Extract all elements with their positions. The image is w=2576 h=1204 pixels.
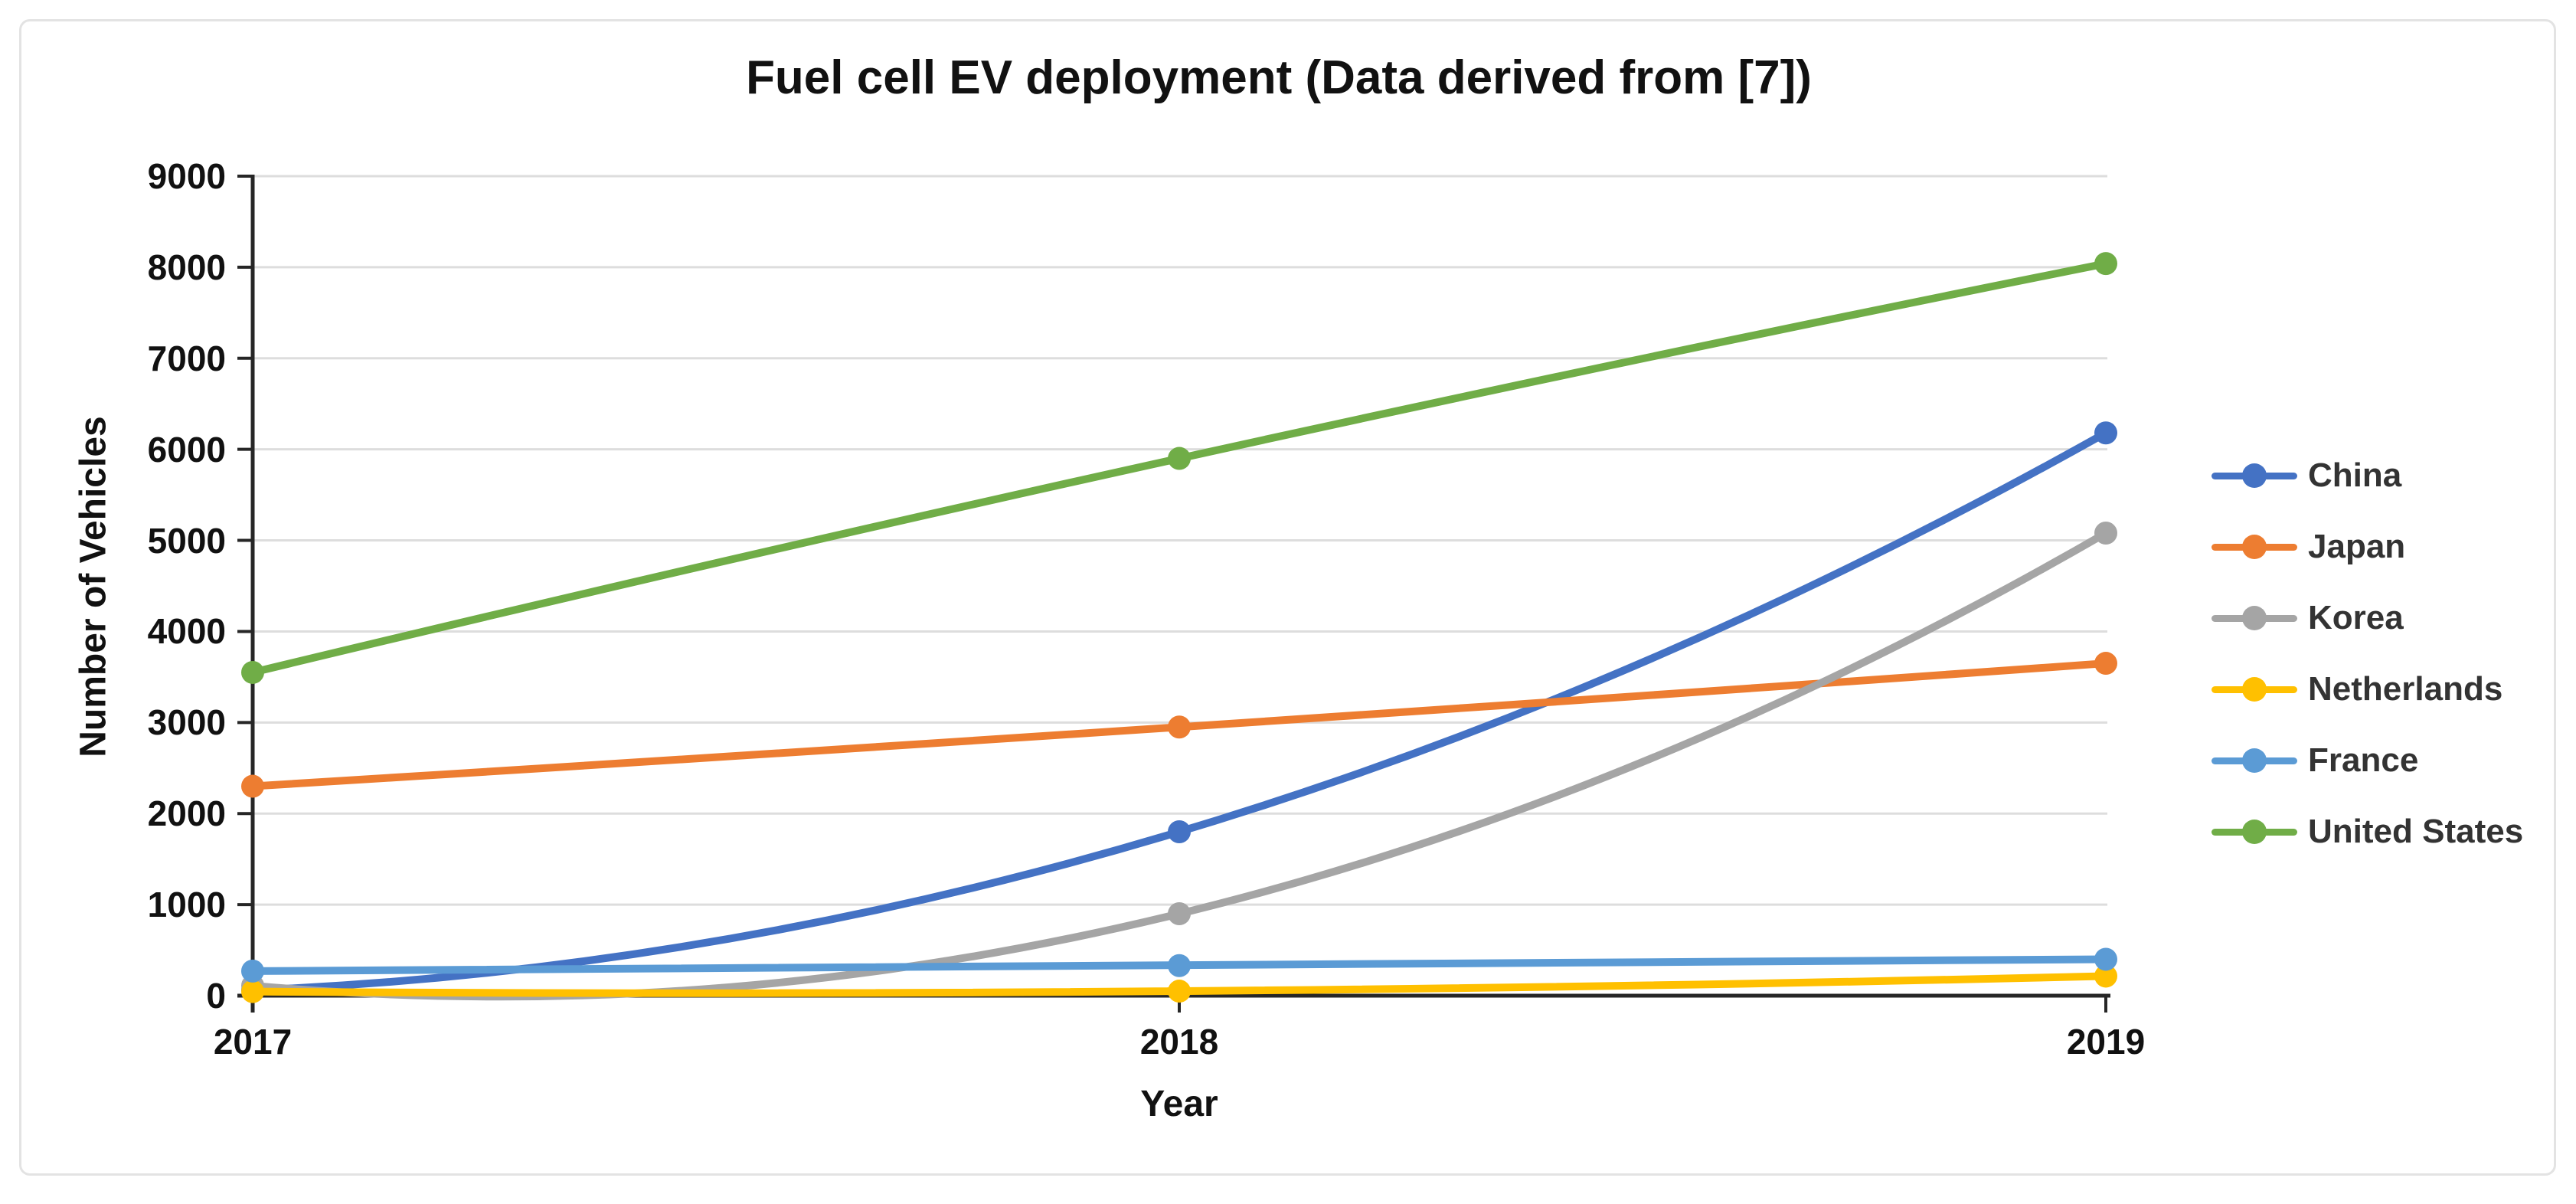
data-point-japan-2019 — [2094, 652, 2117, 676]
data-point-united-states-2019 — [2094, 252, 2117, 276]
x-tick-label: 2019 — [2066, 1022, 2146, 1062]
y-tick-label: 3000 — [147, 702, 226, 743]
y-tick-label: 9000 — [147, 156, 226, 196]
data-point-netherlands-2018 — [1168, 980, 1191, 1003]
legend-item-japan: Japan — [2212, 511, 2523, 582]
figure-border — [19, 19, 2556, 1176]
y-tick-label: 4000 — [147, 611, 226, 652]
legend-item-korea: Korea — [2212, 582, 2523, 653]
legend-label: China — [2308, 456, 2402, 494]
legend-item-france: France — [2212, 725, 2523, 796]
legend-dot-swatch — [2242, 748, 2267, 773]
x-tick-label: 2017 — [213, 1022, 293, 1062]
legend-item-china: China — [2212, 440, 2523, 511]
data-point-united-states-2017 — [241, 660, 264, 684]
legend-dot-swatch — [2242, 819, 2267, 844]
data-point-korea-2018 — [1168, 902, 1191, 925]
data-point-united-states-2018 — [1168, 447, 1191, 470]
legend-item-netherlands: Netherlands — [2212, 653, 2523, 725]
legend-marker-icon — [2212, 534, 2297, 560]
legend-marker-icon — [2212, 748, 2297, 774]
data-point-china-2019 — [2094, 421, 2117, 445]
data-point-netherlands-2017 — [241, 980, 264, 1003]
x-axis-title: Year — [1140, 1084, 1218, 1124]
data-point-france-2019 — [2094, 947, 2117, 971]
legend-marker-icon — [2212, 463, 2297, 489]
legend-label: Japan — [2308, 527, 2406, 565]
y-tick-label: 7000 — [147, 338, 226, 378]
data-point-japan-2018 — [1168, 715, 1191, 739]
y-tick-label: 5000 — [147, 520, 226, 561]
legend-label: United States — [2308, 812, 2524, 850]
data-point-netherlands-2019 — [2094, 964, 2117, 988]
legend-label: France — [2308, 741, 2419, 779]
data-point-china-2018 — [1168, 820, 1191, 843]
data-point-france-2018 — [1168, 954, 1191, 977]
legend-dot-swatch — [2242, 605, 2267, 630]
y-tick-label: 8000 — [147, 247, 226, 287]
data-point-japan-2017 — [241, 774, 264, 798]
legend-marker-icon — [2212, 676, 2297, 702]
legend-dot-swatch — [2242, 534, 2267, 559]
legend-marker-icon — [2212, 819, 2297, 845]
y-tick-label: 0 — [206, 976, 226, 1016]
chart-title: Fuel cell EV deployment (Data derived fr… — [746, 51, 1812, 104]
legend-item-united-states: United States — [2212, 796, 2523, 867]
legend-label: Korea — [2308, 598, 2404, 636]
x-tick-label: 2018 — [1139, 1022, 1219, 1062]
data-point-france-2017 — [241, 959, 264, 983]
y-tick-label: 1000 — [147, 885, 226, 925]
data-point-korea-2019 — [2094, 522, 2117, 545]
legend-dot-swatch — [2242, 676, 2267, 702]
legend-dot-swatch — [2242, 463, 2267, 488]
y-tick-label: 2000 — [147, 793, 226, 834]
y-tick-label: 6000 — [147, 429, 226, 469]
legend-label: Netherlands — [2308, 669, 2503, 708]
chart-legend: China Japan Korea Netherlands France United S… — [2212, 440, 2523, 867]
legend-marker-icon — [2212, 605, 2297, 631]
